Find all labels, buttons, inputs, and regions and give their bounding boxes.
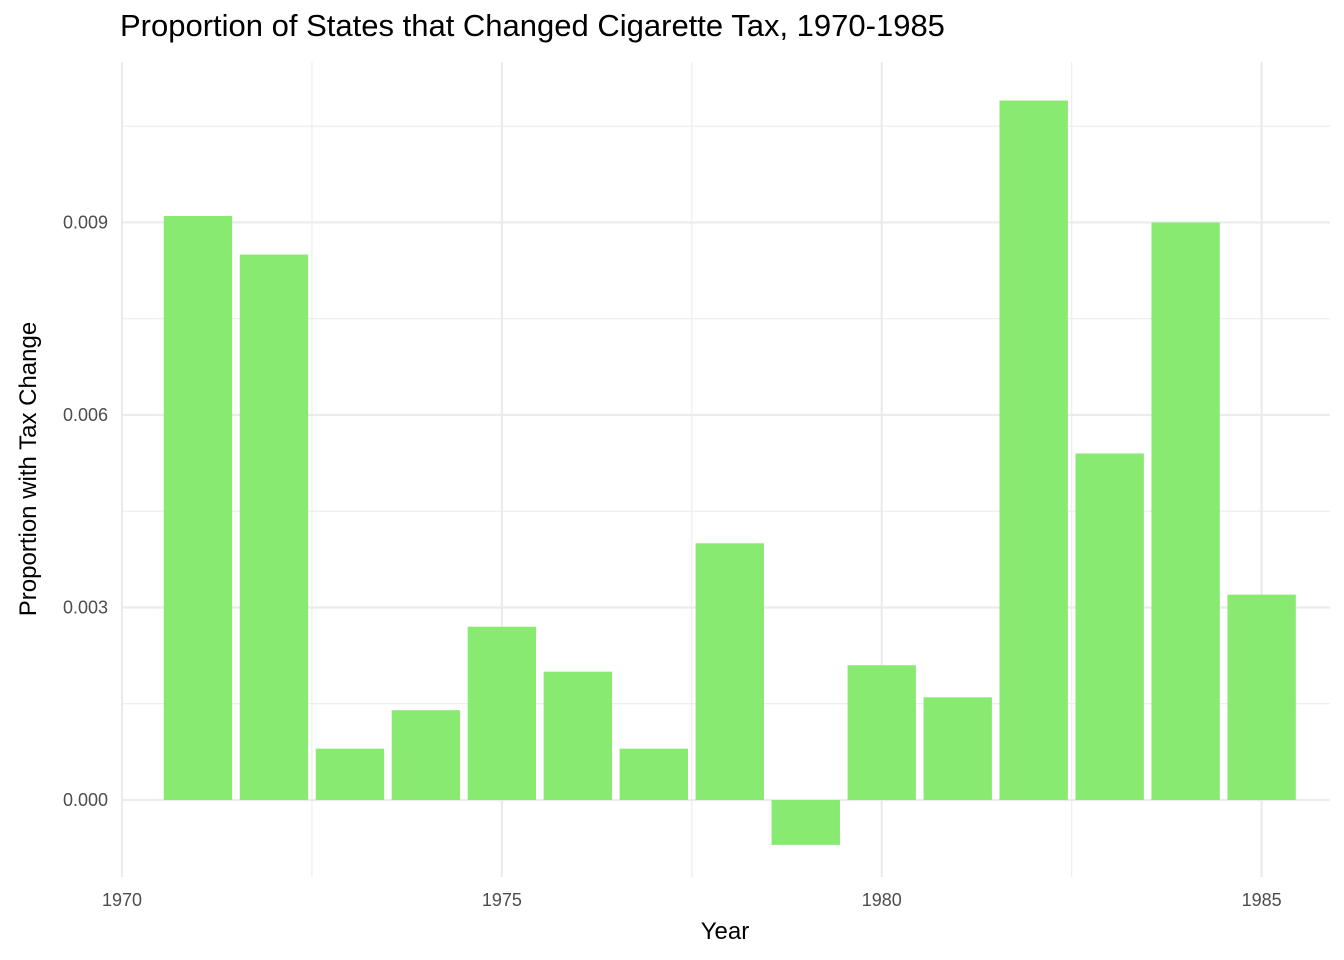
bar-1971 — [163, 216, 233, 800]
bars — [163, 100, 1296, 845]
bar-1975 — [467, 626, 537, 800]
bar-1982 — [999, 100, 1068, 800]
x-tick-label: 1985 — [1242, 890, 1282, 910]
bar-1981 — [923, 697, 992, 800]
y-tick-label: 0.006 — [63, 405, 108, 425]
bar-1985 — [1227, 594, 1296, 800]
bar-1972 — [239, 254, 309, 800]
bar-1973 — [315, 748, 385, 800]
x-tick-label: 1970 — [102, 890, 142, 910]
bar-1979 — [771, 799, 840, 845]
x-axis-title: Year — [701, 918, 750, 945]
bar-1984 — [1151, 222, 1220, 800]
x-tick-label: 1975 — [482, 890, 522, 910]
y-tick-label: 0.000 — [63, 790, 108, 810]
y-tick-label: 0.009 — [63, 212, 108, 232]
x-tick-label: 1980 — [862, 890, 902, 910]
y-axis-title: Proportion with Tax Change — [15, 322, 42, 616]
bar-1977 — [619, 748, 689, 800]
chart-title: Proportion of States that Changed Cigare… — [120, 8, 945, 43]
bar-1983 — [1075, 453, 1144, 800]
bar-1978 — [695, 543, 764, 800]
y-tick-label: 0.003 — [63, 597, 108, 617]
y-axis-tick-labels: 0.000 0.003 0.006 0.009 — [63, 212, 108, 810]
bar-1974 — [391, 710, 461, 800]
bar-1980 — [847, 665, 916, 800]
x-axis-tick-labels: 1970 1975 1980 1985 — [102, 890, 1282, 910]
bar-1976 — [543, 671, 613, 800]
